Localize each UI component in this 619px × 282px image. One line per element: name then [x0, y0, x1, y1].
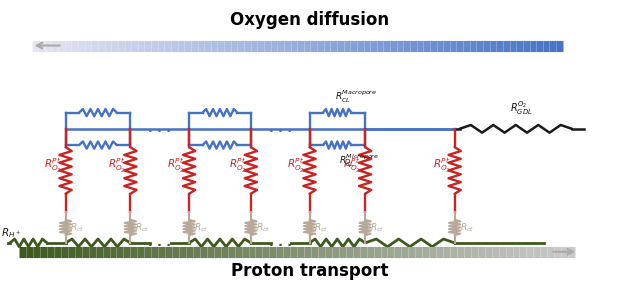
Text: $R_{ct}$: $R_{ct}$ [194, 221, 209, 234]
Text: . . .: . . . [269, 236, 292, 249]
Text: $R_{O_2}^{Pt}$: $R_{O_2}^{Pt}$ [287, 157, 305, 175]
Text: $R_{H^+}$: $R_{H^+}$ [1, 226, 20, 240]
Text: $R_{O_2}^{Pt}$: $R_{O_2}^{Pt}$ [167, 157, 184, 175]
Text: $R_{O_2}^{Pt}$: $R_{O_2}^{Pt}$ [43, 157, 61, 175]
Text: $R_{ct}$: $R_{ct}$ [71, 221, 85, 234]
Text: $R_{O_2}^{Pt}$: $R_{O_2}^{Pt}$ [108, 157, 126, 175]
Text: $R_{O_2}^{Pt}$: $R_{O_2}^{Pt}$ [343, 157, 361, 175]
Text: $R_{ct}$: $R_{ct}$ [370, 221, 384, 234]
Text: $R_{ct}$: $R_{ct}$ [256, 221, 270, 234]
Text: Proton transport: Proton transport [231, 262, 388, 280]
Text: $R_{ct}$: $R_{ct}$ [459, 221, 474, 234]
Text: $R_{ct}$: $R_{ct}$ [136, 221, 150, 234]
Text: Oxygen diffusion: Oxygen diffusion [230, 11, 389, 29]
Text: . . .: . . . [269, 122, 292, 135]
Text: . . .: . . . [148, 122, 171, 135]
Text: $R_{GDL}^{O_2}$: $R_{GDL}^{O_2}$ [509, 99, 532, 117]
Text: $R_{O_2}^{Pt}$: $R_{O_2}^{Pt}$ [229, 157, 246, 175]
Text: . . .: . . . [148, 236, 171, 249]
Text: $R_{CL}^{Macropore}$: $R_{CL}^{Macropore}$ [335, 89, 377, 105]
Text: $R_{CL}^{Micropore}$: $R_{CL}^{Micropore}$ [339, 152, 379, 169]
Text: $R_{O_2}^{Pt}$: $R_{O_2}^{Pt}$ [433, 157, 450, 175]
Text: $R_{ct}$: $R_{ct}$ [314, 221, 329, 234]
